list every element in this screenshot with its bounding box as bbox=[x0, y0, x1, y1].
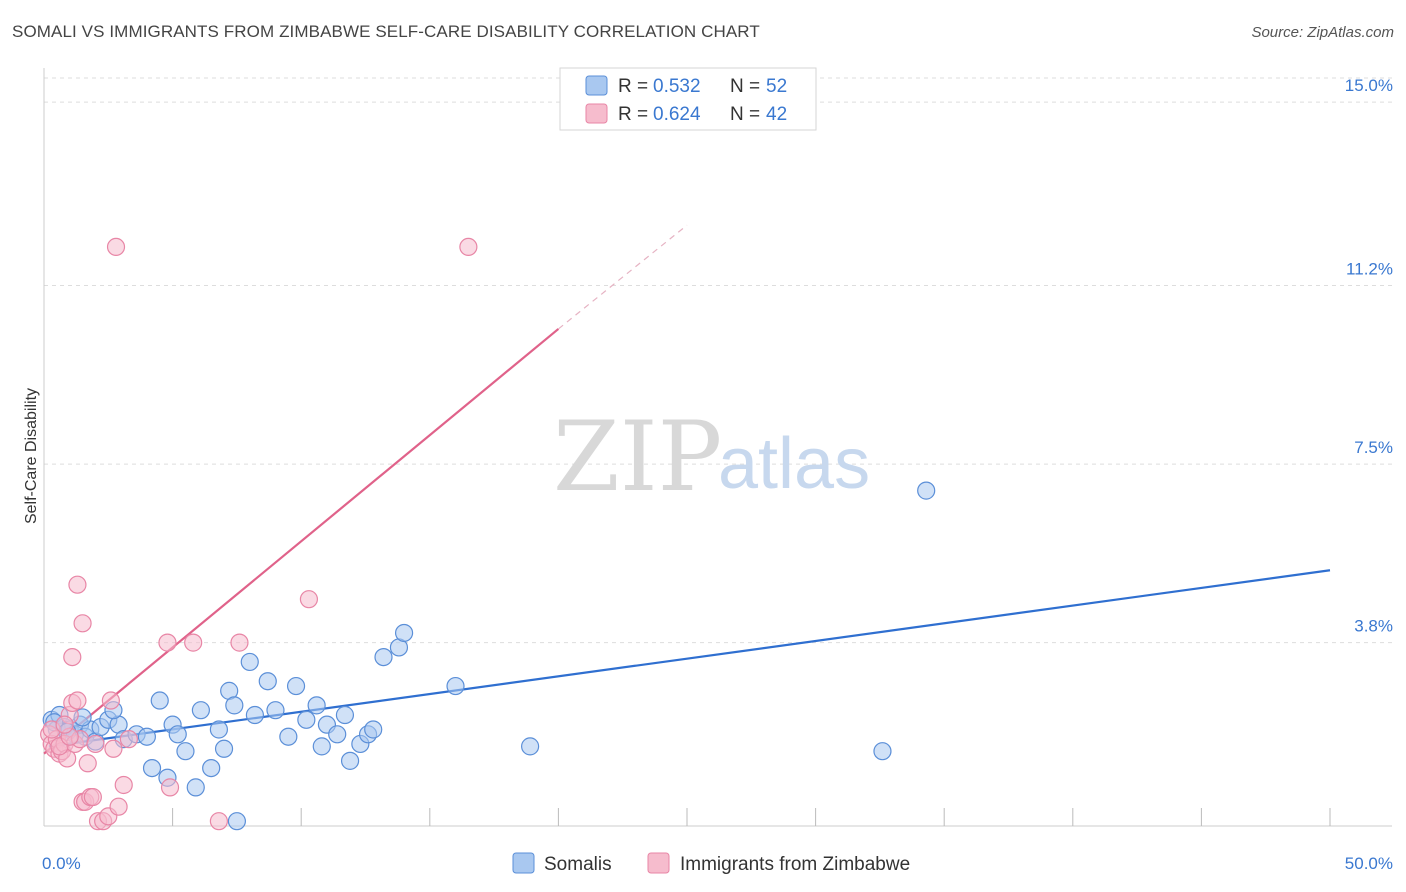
zimbabwe-point bbox=[459, 237, 478, 257]
zimbabwe-trend-line bbox=[43, 328, 560, 755]
somali-point bbox=[266, 701, 285, 720]
zimbabwe-trend-extension bbox=[558, 224, 688, 330]
somali-point bbox=[209, 720, 228, 739]
legend-r-label-2: R = bbox=[618, 104, 648, 125]
somali-point bbox=[521, 737, 540, 756]
y-tick-label: 15.0% bbox=[1345, 76, 1393, 95]
somali-point bbox=[374, 647, 393, 667]
zimbabwe-point bbox=[101, 691, 120, 710]
somali-point bbox=[286, 676, 306, 696]
x-tick-label: 50.0% bbox=[1345, 854, 1393, 873]
somali-point bbox=[340, 751, 360, 770]
somali-point bbox=[873, 742, 892, 761]
watermark: ZIP atlas bbox=[553, 401, 870, 513]
correlation-legend: R = 0.532 N = 52 R = 0.624 N = 42 bbox=[559, 67, 817, 131]
bottom-legend-label-zimbabwe: Immigrants from Zimbabwe bbox=[680, 854, 910, 875]
bottom-legend-label-somalis: Somalis bbox=[544, 854, 612, 875]
zimbabwe-point bbox=[83, 787, 102, 807]
y-tick-label: 7.5% bbox=[1354, 438, 1393, 457]
zimbabwe-point bbox=[160, 778, 180, 797]
somali-point bbox=[307, 696, 326, 715]
zimbabwe-point bbox=[86, 734, 105, 754]
legend-swatch-somalis bbox=[585, 75, 608, 96]
zimbabwe-point bbox=[299, 590, 319, 609]
x-ticks: 0.0% 50.0% bbox=[42, 808, 1393, 873]
legend-swatch-zimbabwe bbox=[585, 103, 608, 124]
watermark-zip: ZIP bbox=[553, 401, 722, 513]
somali-point bbox=[176, 742, 195, 761]
somali-point bbox=[335, 705, 355, 725]
somali-point bbox=[917, 481, 936, 500]
somali-point bbox=[150, 691, 169, 710]
y-axis-title: Self-Care Disability bbox=[23, 388, 40, 524]
zimbabwe-point bbox=[68, 575, 87, 594]
somali-point bbox=[227, 812, 246, 831]
zimbabwe-point bbox=[63, 647, 82, 667]
zimbabwe-point bbox=[106, 237, 126, 257]
somali-point bbox=[297, 710, 316, 729]
chart-title: SOMALI VS IMMIGRANTS FROM ZIMBABWE SELF-… bbox=[12, 22, 760, 41]
somali-point bbox=[279, 727, 298, 746]
y-tick-labels: 3.8% 7.5% 11.2% 15.0% bbox=[1345, 76, 1393, 635]
legend-r-label-1: R = bbox=[618, 76, 648, 97]
legend-r-value-2: 0.624 bbox=[653, 104, 701, 125]
zimbabwe-point bbox=[78, 754, 97, 773]
legend-n-label-2: N = bbox=[730, 104, 760, 125]
zimbabwe-point bbox=[209, 812, 228, 831]
zimbabwe-point bbox=[73, 614, 92, 633]
zimbabwe-point bbox=[119, 730, 138, 749]
watermark-atlas: atlas bbox=[718, 424, 870, 504]
zimbabwe-point bbox=[55, 715, 74, 734]
somali-point bbox=[245, 705, 265, 725]
somali-point bbox=[142, 758, 162, 778]
legend-n-value-2: 42 bbox=[766, 104, 787, 125]
legend-n-label-1: N = bbox=[730, 76, 760, 97]
zimbabwe-point bbox=[184, 633, 203, 652]
somali-point bbox=[328, 725, 347, 744]
grid bbox=[44, 77, 1392, 644]
axes bbox=[43, 68, 1392, 827]
zimbabwe-point bbox=[158, 633, 177, 652]
zimbabwe-point bbox=[68, 691, 87, 710]
source-label: Source: ZipAtlas.com bbox=[1251, 24, 1394, 41]
data-points bbox=[40, 237, 936, 831]
somali-point bbox=[258, 672, 277, 691]
legend-n-value-1: 52 bbox=[766, 76, 787, 97]
zimbabwe-point bbox=[109, 797, 128, 816]
y-tick-label: 3.8% bbox=[1354, 617, 1393, 636]
somali-point bbox=[225, 696, 244, 715]
bottom-legend-swatch-somalis bbox=[512, 852, 535, 874]
somali-point bbox=[364, 720, 383, 739]
zimbabwe-point bbox=[104, 739, 123, 758]
legend-r-value-1: 0.532 bbox=[653, 76, 701, 97]
series-legend: Somalis Immigrants from Zimbabwe bbox=[512, 852, 910, 875]
somali-point bbox=[168, 725, 187, 744]
somali-trend-line bbox=[48, 569, 1331, 748]
somali-point bbox=[312, 737, 331, 756]
zimbabwe-point bbox=[114, 775, 133, 795]
somali-point bbox=[186, 778, 205, 797]
somali-point bbox=[240, 652, 259, 672]
somali-point bbox=[137, 727, 156, 746]
x-tick-label: 0.0% bbox=[42, 854, 81, 873]
zimbabwe-point bbox=[230, 633, 249, 652]
bottom-legend-swatch-zimbabwe bbox=[647, 852, 670, 874]
somali-point bbox=[394, 623, 414, 643]
somali-point bbox=[202, 758, 221, 778]
somali-point bbox=[446, 676, 465, 696]
somali-point bbox=[191, 701, 210, 720]
somali-point bbox=[214, 739, 234, 758]
y-tick-label: 11.2% bbox=[1346, 260, 1393, 279]
